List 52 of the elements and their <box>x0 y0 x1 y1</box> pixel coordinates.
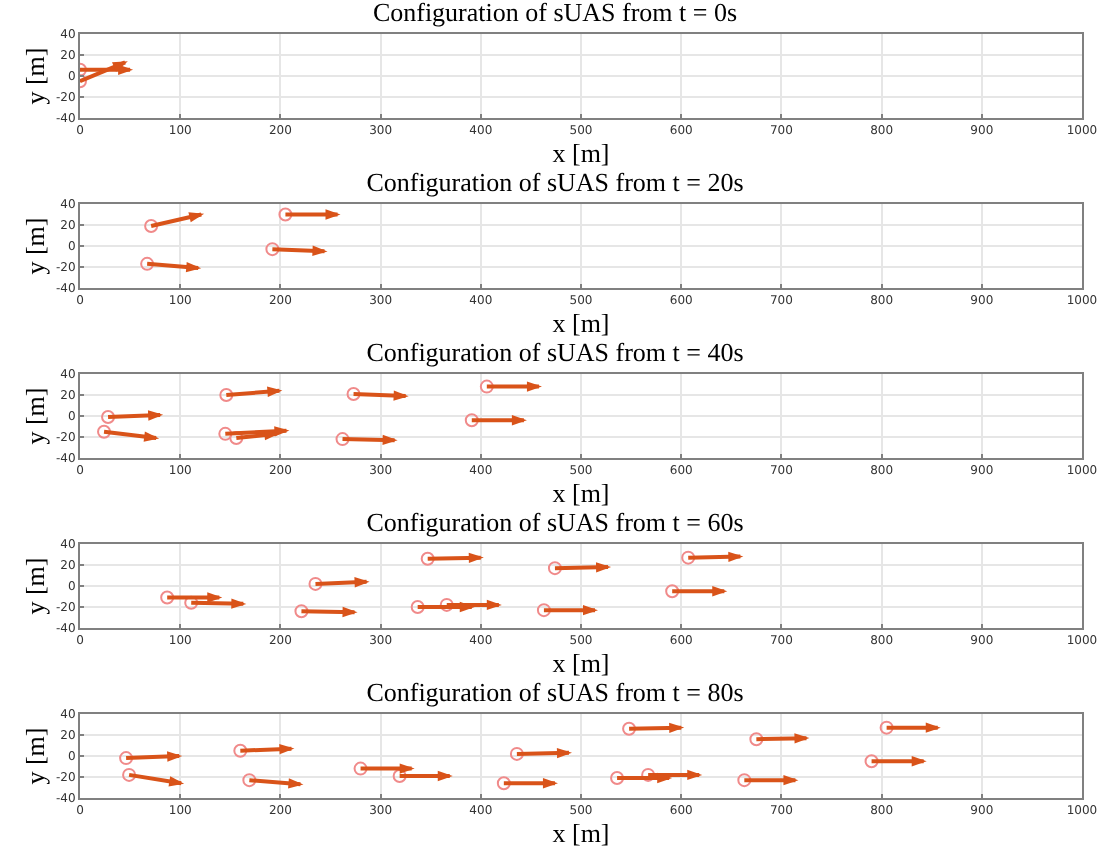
x-axis-title: x [m] <box>552 478 610 509</box>
point <box>160 590 175 605</box>
point <box>641 767 656 782</box>
y-axis-title: y [m] <box>19 217 50 275</box>
chart-title: Configuration of sUAS from t = 0s <box>372 0 738 27</box>
point <box>439 597 454 612</box>
point <box>233 743 248 758</box>
point <box>665 584 680 599</box>
point <box>410 600 425 614</box>
point <box>737 773 752 788</box>
point <box>335 432 350 447</box>
point <box>479 379 494 394</box>
point <box>219 388 234 402</box>
x-axis-title: x [m] <box>552 818 610 849</box>
point <box>879 720 894 735</box>
point <box>97 424 112 439</box>
y-axis-title: y [m] <box>19 557 50 615</box>
x-axis-title: x [m] <box>552 308 610 339</box>
chart-title: Configuration of sUAS from t = 40s <box>366 336 744 367</box>
chart-title: Configuration of sUAS from t = 20s <box>366 166 744 197</box>
point <box>218 426 233 441</box>
point <box>242 773 257 788</box>
point <box>308 576 323 591</box>
point <box>420 551 435 566</box>
point <box>101 410 116 425</box>
point <box>610 771 625 786</box>
point <box>392 768 407 783</box>
point <box>265 242 280 257</box>
point <box>122 767 137 782</box>
y-axis-title: y [m] <box>19 47 50 105</box>
point <box>278 207 293 222</box>
point <box>749 732 764 747</box>
point <box>509 746 524 761</box>
chart-title: Configuration of sUAS from t = 80s <box>366 676 744 707</box>
x-axis-title: x [m] <box>552 648 610 679</box>
point <box>119 751 134 766</box>
chart-title: Configuration of sUAS from t = 60s <box>366 506 744 537</box>
y-axis-title: y [m] <box>19 727 50 785</box>
point <box>353 761 368 776</box>
y-axis-title: y [m] <box>19 387 50 445</box>
point <box>140 256 155 271</box>
point <box>622 721 637 736</box>
point <box>864 754 879 769</box>
point <box>536 603 551 618</box>
point <box>294 604 309 619</box>
point <box>346 386 361 401</box>
x-axis-title: x [m] <box>552 138 610 169</box>
point <box>464 413 479 428</box>
point <box>681 550 696 565</box>
point <box>496 776 511 791</box>
point <box>144 219 159 234</box>
point <box>547 561 562 576</box>
